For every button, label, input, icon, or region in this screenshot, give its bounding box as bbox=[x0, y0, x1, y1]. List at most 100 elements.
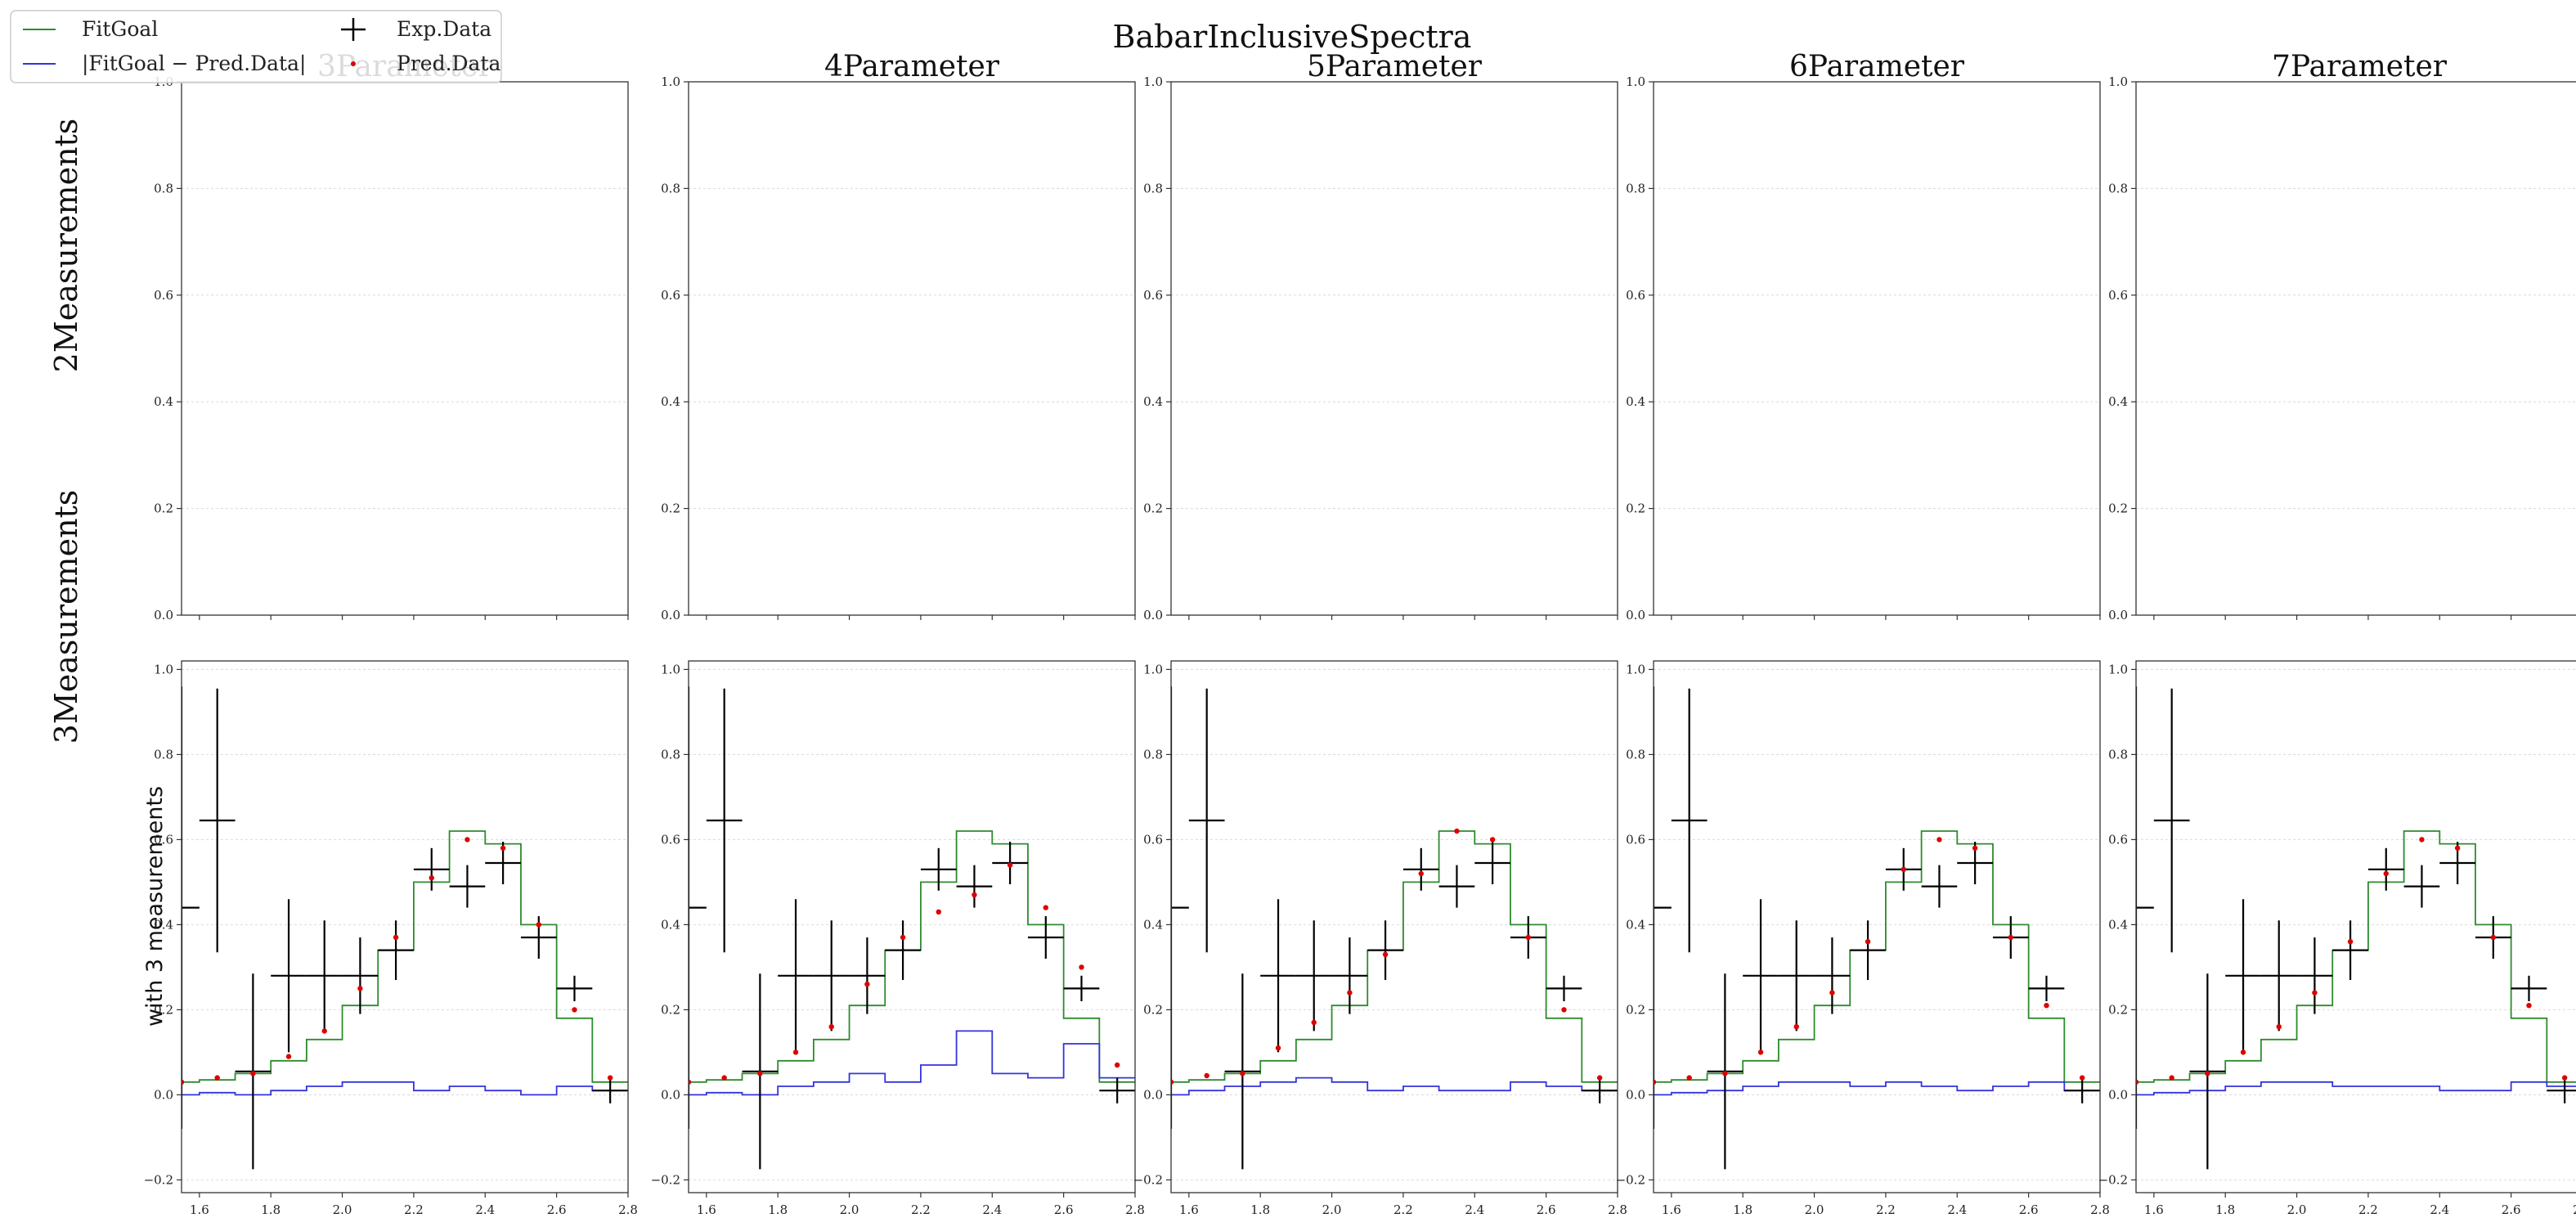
x-tick-label: 2.2 bbox=[2358, 1202, 2378, 1217]
figure-title: BabarInclusiveSpectra bbox=[1113, 19, 1472, 55]
pred-data-point bbox=[500, 845, 506, 852]
legend-frame bbox=[10, 10, 502, 83]
pred-data-point bbox=[1686, 1075, 1692, 1081]
axes-frame bbox=[2135, 81, 2576, 616]
x-tick-label: 2.4 bbox=[982, 1202, 1002, 1217]
y-tick-label: 0.2 bbox=[1626, 501, 1645, 516]
y-tick-label: −0.2 bbox=[2098, 1172, 2128, 1187]
pred-data-point bbox=[864, 982, 870, 987]
x-tick-label: 2.8 bbox=[2573, 1202, 2576, 1217]
axes-frame bbox=[1170, 660, 1618, 1193]
y-tick-label: 0.4 bbox=[1626, 917, 1645, 932]
y-tick-label: 1.0 bbox=[1626, 74, 1645, 89]
x-tick-label: 2.0 bbox=[333, 1202, 352, 1217]
pred-data-point bbox=[1596, 1075, 1603, 1081]
pred-data-point bbox=[2205, 1071, 2210, 1076]
subplot-grid: 3Parameter4Parameter5Parameter6Parameter… bbox=[144, 50, 2576, 1217]
x-tick-label: 2.2 bbox=[911, 1202, 931, 1217]
row-label-2measurements: 2Measurements bbox=[48, 119, 84, 373]
pred-data-point bbox=[900, 934, 906, 941]
axes-frame bbox=[688, 81, 1136, 616]
pred-data-point bbox=[2490, 934, 2496, 941]
pred-data-point bbox=[2240, 1049, 2246, 1055]
diff-line bbox=[1654, 1081, 2100, 1096]
pred-data-point bbox=[285, 1054, 292, 1059]
pred-data-point bbox=[1489, 837, 1496, 843]
y-tick-label: −0.2 bbox=[651, 1172, 680, 1187]
x-tick-label: 2.4 bbox=[1947, 1202, 1967, 1217]
pred-data-point bbox=[1079, 964, 1084, 970]
pred-data-point bbox=[1757, 1049, 1764, 1055]
pred-data-point bbox=[321, 1028, 327, 1034]
y-tick-label: 0.8 bbox=[1626, 747, 1645, 762]
x-tick-label: 2.8 bbox=[618, 1202, 638, 1217]
x-tick-label: 1.8 bbox=[261, 1202, 280, 1217]
subplot-r2-c4: −0.2 0.0 0.2 0.4 0.6 0.8 1.0 1.6 1.8 2.0 2.2 2.4 2.6… bbox=[1616, 660, 2110, 1217]
y-tick-label: 0.6 bbox=[1143, 288, 1163, 303]
x-tick-label: 1.6 bbox=[697, 1202, 716, 1217]
y-tick-label: 0.2 bbox=[154, 1002, 173, 1017]
pred-data-point bbox=[2347, 939, 2354, 945]
y-tick-label: 0.0 bbox=[1626, 608, 1645, 622]
pred-data-point bbox=[2169, 1075, 2174, 1081]
pred-data-point bbox=[1311, 1019, 1317, 1026]
pred-data-point bbox=[1793, 1024, 1799, 1030]
x-tick-label: 2.6 bbox=[2502, 1202, 2521, 1217]
y-tick-label: 0.6 bbox=[154, 288, 173, 303]
y-tick-label: 1.0 bbox=[1143, 74, 1163, 89]
y-tick-label: 0.8 bbox=[154, 181, 173, 196]
pred-data-point bbox=[1936, 837, 1942, 843]
y-tick-label: 0.0 bbox=[2108, 1087, 2128, 1102]
plot-area bbox=[2136, 686, 2576, 1170]
pred-data-point bbox=[429, 875, 434, 881]
y-tick-label: 0.0 bbox=[1626, 1087, 1645, 1102]
x-tick-label: 1.6 bbox=[1179, 1202, 1199, 1217]
y-tick-label: 0.8 bbox=[1143, 181, 1163, 196]
y-tick-label: 0.2 bbox=[1143, 501, 1163, 516]
pred-data-point bbox=[1114, 1062, 1120, 1068]
pred-data-point bbox=[607, 1075, 613, 1081]
pred-data-point bbox=[2526, 1003, 2532, 1009]
x-tick-label: 2.8 bbox=[1125, 1202, 1145, 1217]
pred-data-point bbox=[214, 1075, 220, 1081]
y-tick-label: 0.6 bbox=[2108, 288, 2128, 303]
y-tick-label: 0.0 bbox=[154, 608, 173, 622]
y-tick-label: 0.2 bbox=[1143, 1002, 1163, 1017]
x-tick-label: 2.4 bbox=[2430, 1202, 2449, 1217]
x-tick-label: 2.4 bbox=[475, 1202, 495, 1217]
pred-data-point bbox=[2008, 934, 2013, 941]
x-tick-label: 2.6 bbox=[547, 1202, 567, 1217]
pred-data-point bbox=[1525, 934, 1532, 941]
subplot-r1-c4: 0.0 0.2 0.4 0.6 0.8 1.0 bbox=[1626, 74, 2101, 622]
y-tick-label: 0.0 bbox=[1143, 608, 1163, 622]
pred-data-point bbox=[536, 922, 541, 928]
y-tick-label: 0.2 bbox=[154, 501, 173, 516]
y-tick-label: 0.4 bbox=[661, 917, 680, 932]
axes-frame bbox=[1170, 81, 1618, 616]
pred-data-point bbox=[250, 1071, 256, 1076]
subplot-r2-c1: −0.2 0.0 0.2 0.4 0.6 0.8 1.0 1.6 1.8 2.0 2.2 2.4 2.6… bbox=[144, 660, 638, 1217]
x-tick-label: 1.6 bbox=[190, 1202, 209, 1217]
subplot-r2-c5: −0.2 0.0 0.2 0.4 0.6 0.8 1.0 1.6 1.8 2.0 2.2 2.4 2.6… bbox=[2098, 660, 2576, 1217]
subplot-r1-c1: 0.00.20.40.60.81.0 bbox=[154, 74, 629, 622]
x-tick-label: 2.8 bbox=[2090, 1202, 2110, 1217]
axes-frame bbox=[181, 81, 629, 616]
pred-data-point bbox=[464, 837, 470, 843]
y-tick-label: 1.0 bbox=[154, 662, 173, 676]
subplot-r1-c2: 0.0 0.2 0.4 0.6 0.8 1.0 bbox=[661, 74, 1136, 622]
column-title-7parameter: 7Parameter bbox=[2272, 50, 2448, 83]
pred-data-point bbox=[1972, 845, 1978, 852]
y-axis-label: with 3 measurements bbox=[142, 786, 168, 1027]
x-tick-label: 2.2 bbox=[1876, 1202, 1896, 1217]
x-tick-label: 2.0 bbox=[840, 1202, 859, 1217]
y-tick-label: 0.0 bbox=[661, 608, 680, 622]
pred-data-point bbox=[1007, 862, 1013, 868]
legend-fitgoal-label: FitGoal bbox=[82, 17, 158, 41]
subplot-r1-c3: 0.0 0.2 0.4 0.6 0.8 1.0 bbox=[1143, 74, 1618, 622]
y-tick-label: 0.0 bbox=[2108, 608, 2128, 622]
x-tick-label: 1.8 bbox=[768, 1202, 788, 1217]
diff-line bbox=[2136, 1081, 2576, 1096]
y-tick-label: 0.6 bbox=[1626, 288, 1645, 303]
pred-data-point bbox=[2044, 1003, 2049, 1009]
